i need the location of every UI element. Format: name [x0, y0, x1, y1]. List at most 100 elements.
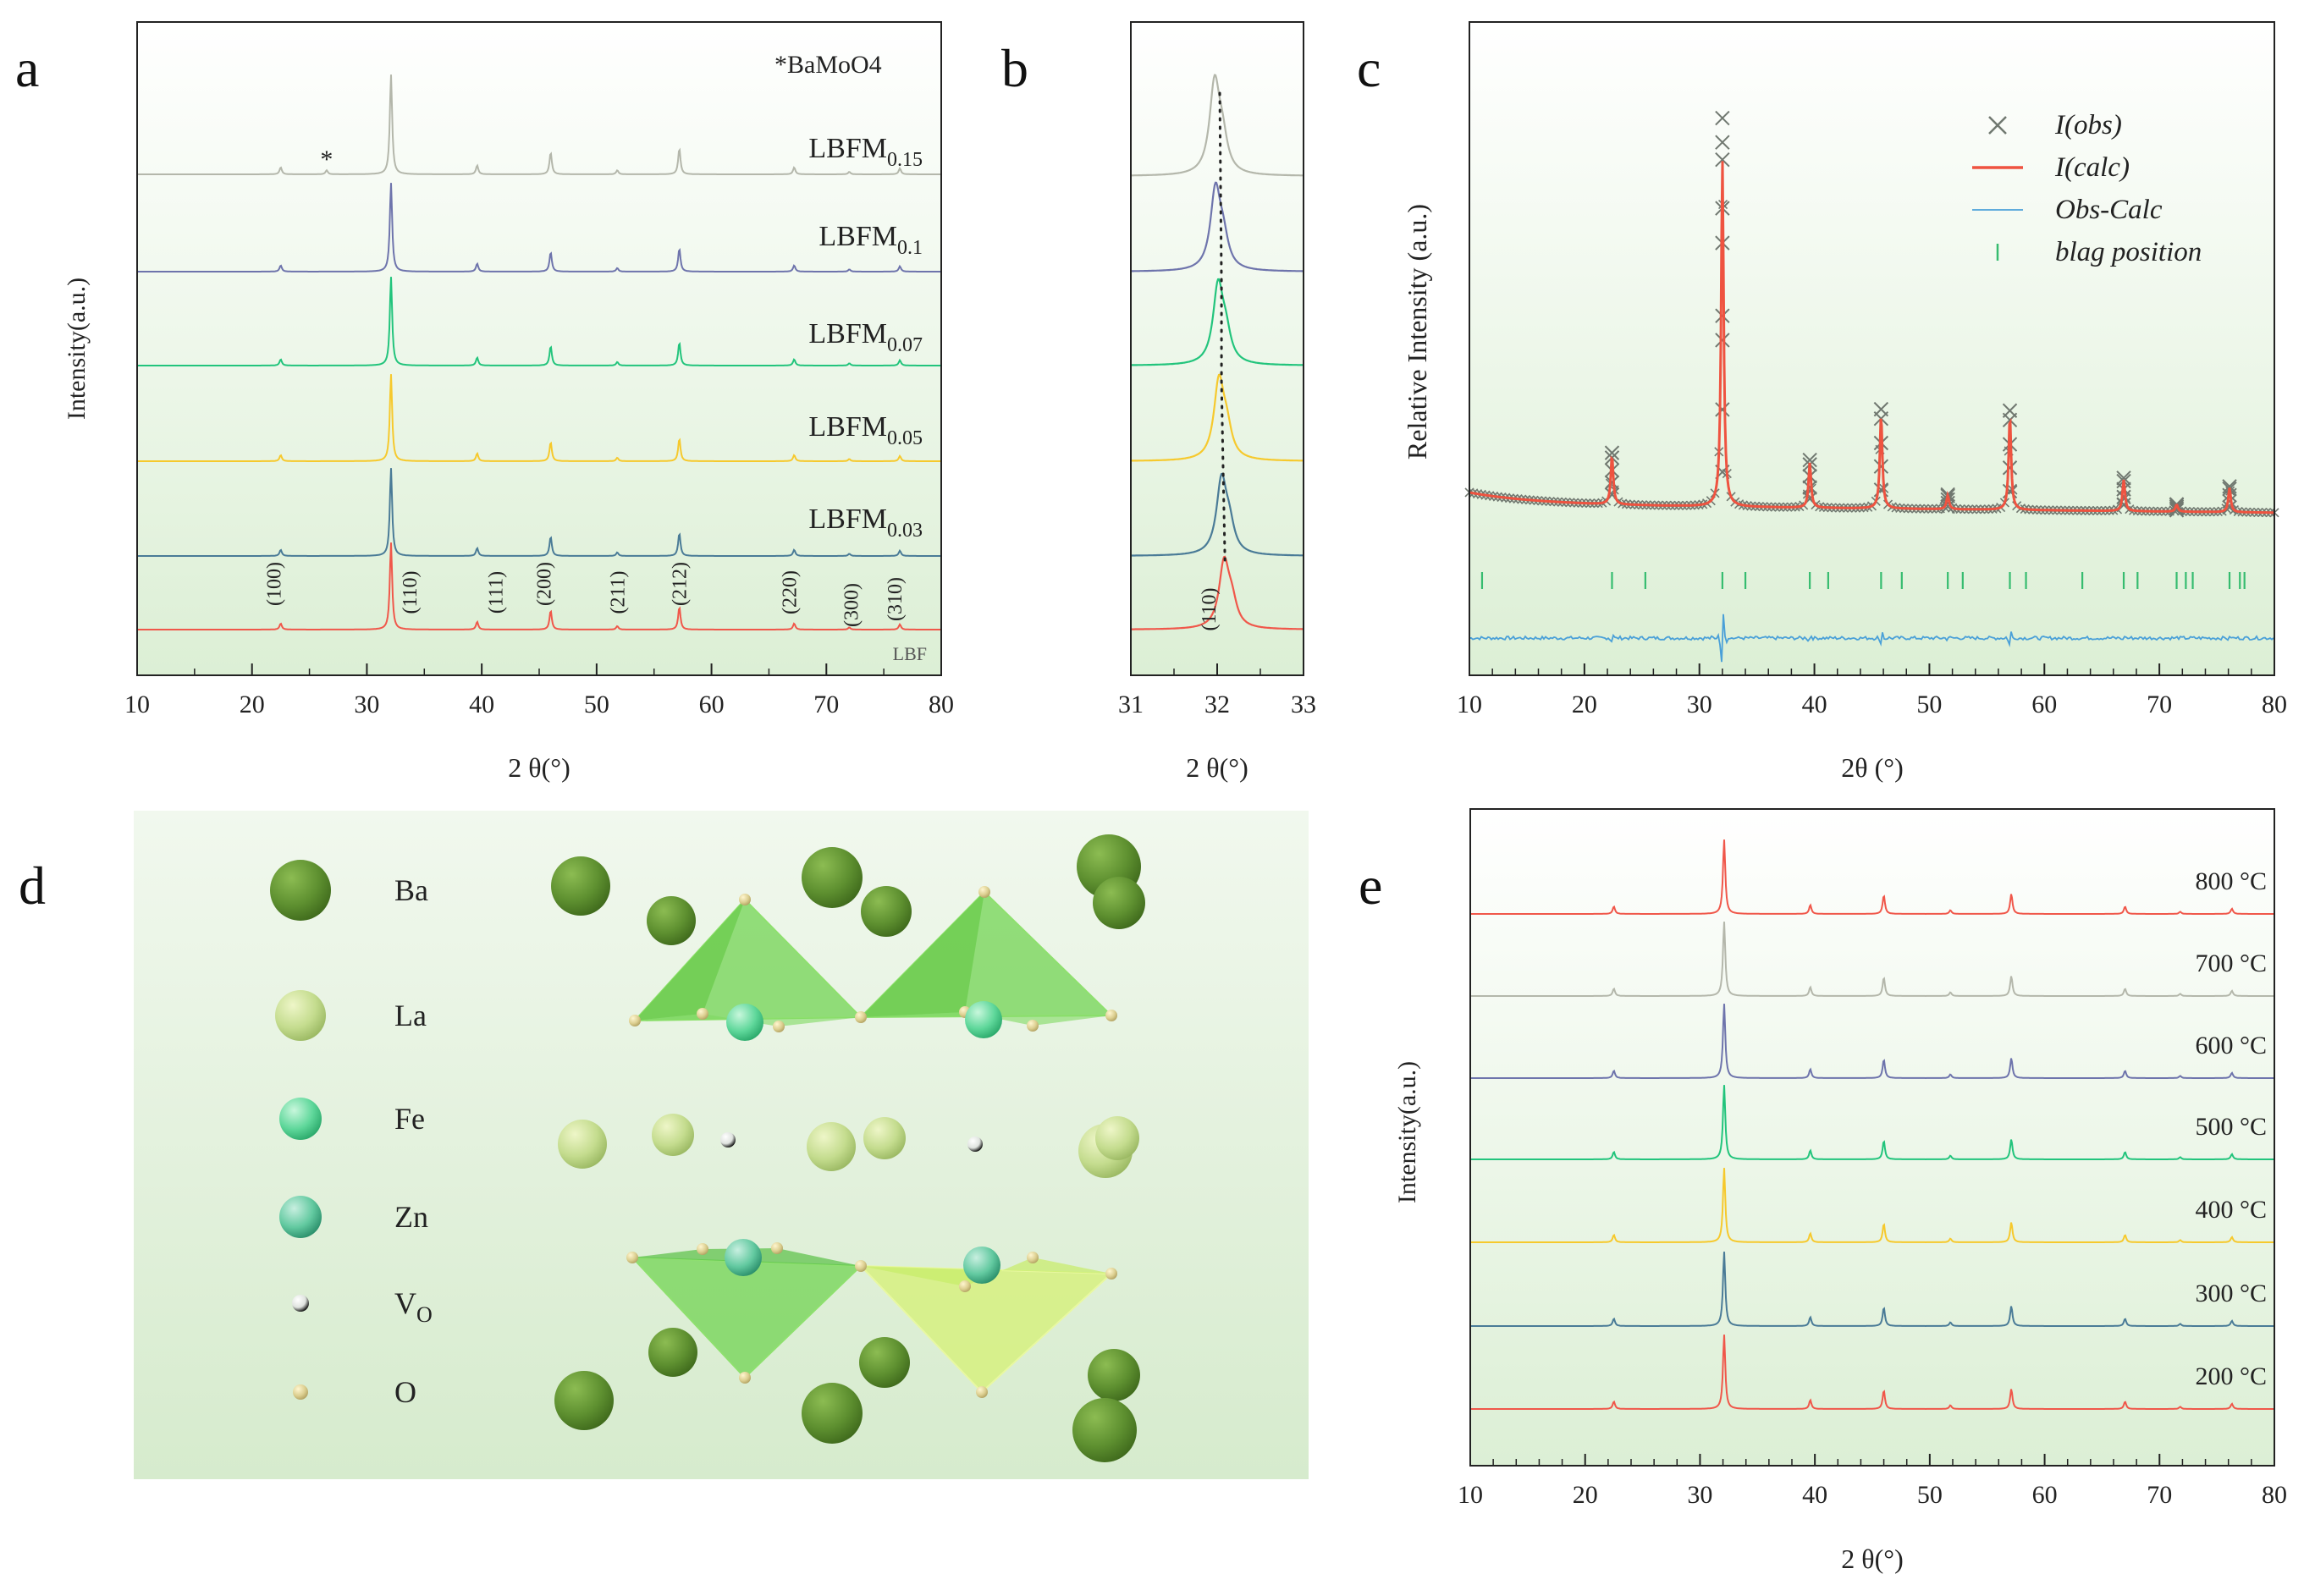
- hkl-label: (310): [885, 577, 907, 621]
- chart-c-xticks: 10 20 30 40 50 60 70 80: [1457, 663, 2287, 718]
- atom-la: [1095, 1116, 1139, 1160]
- chart-c-ylabel: Relative Intensity (a.u.): [1402, 204, 1432, 460]
- series-label-main: LBFM: [808, 318, 887, 349]
- atom-ba: [647, 896, 696, 945]
- obs-point: [1715, 110, 1730, 126]
- shift-guide-line: [1218, 91, 1226, 562]
- atom-o: [739, 894, 751, 905]
- hkl-label: (212): [670, 562, 692, 606]
- series-line: [137, 542, 941, 630]
- atom-ba: [551, 856, 610, 916]
- tick-label: 40: [1802, 1481, 1827, 1509]
- chart-a-series: [137, 74, 941, 630]
- legend-atom-vo: [292, 1295, 309, 1312]
- atom-la: [652, 1114, 694, 1156]
- legend-atom-name: V: [394, 1286, 416, 1320]
- atom-ba: [554, 1371, 614, 1430]
- tick-label: 20: [1572, 691, 1597, 718]
- legend-atom-fe: [279, 1098, 322, 1140]
- obs-point: [1604, 445, 1620, 460]
- chart-a: 10 20 30 40 50 60 70 80 2 θ(°) Intensity(a.u.) …: [63, 21, 954, 783]
- chart-e-series-labels: 200 °C 300 °C 400 °C 500 °C 600 °C 700 °C 800 …: [2195, 867, 2267, 1390]
- tick-label: 31: [1118, 691, 1144, 718]
- legend-atom-zn: [279, 1196, 322, 1238]
- series-line: [1470, 1335, 2274, 1411]
- series-line: [1470, 1168, 2274, 1244]
- obs-point: [1715, 333, 1730, 348]
- tick-label: 60: [699, 691, 725, 718]
- tick-label: 70: [813, 691, 839, 718]
- tick-label: 70: [2147, 1481, 2172, 1509]
- chart-b-xticks: 31 32 33: [1118, 663, 1316, 718]
- series-label: 700 °C: [2195, 949, 2267, 977]
- hkl-label: (300): [841, 583, 863, 627]
- series-label-sub: 0.15: [887, 149, 923, 171]
- obs-point: [2002, 412, 2018, 428]
- series-label: LBFM0.1: [819, 221, 923, 259]
- obs-point: [2002, 460, 2018, 476]
- panel-label-b: b: [1001, 38, 1028, 98]
- obs-point: [2116, 471, 2131, 486]
- atom-o: [739, 1372, 751, 1384]
- atom-la: [558, 1120, 607, 1169]
- obs-point: [1604, 475, 1620, 490]
- series-label-sub: 0.07: [887, 334, 923, 356]
- atom-o: [1105, 1010, 1117, 1021]
- series-label: LBFM0.03: [808, 504, 923, 542]
- legend-label: I(obs): [2054, 110, 2122, 140]
- chart-c-xlabel: 2θ (°): [1841, 752, 1903, 783]
- difference-line: [1469, 614, 2274, 663]
- obs-point: [2222, 493, 2237, 509]
- chart-a-xticks: 10 20 30 40 50 60 70 80: [124, 663, 954, 718]
- series-label: LBFM0.15: [808, 133, 923, 171]
- legend-atom-label: Zn: [394, 1200, 428, 1234]
- tick-label: 40: [469, 691, 494, 718]
- chart-e-ylabel: Intensity(a.u.): [1393, 1061, 1421, 1203]
- impurity-marker: *: [320, 146, 333, 173]
- calc-line: [1469, 161, 2275, 515]
- polyhedra-upper: [632, 890, 1114, 1026]
- series-line: [1131, 74, 1304, 177]
- atom-ba: [1093, 877, 1145, 929]
- legend-atom-label: Fe: [394, 1102, 425, 1136]
- legend-atom-name: Fe: [394, 1102, 425, 1136]
- series-label: 300 °C: [2195, 1280, 2267, 1307]
- tick-label: 80: [929, 691, 954, 718]
- chart-b-shift-guide: [1218, 91, 1226, 562]
- panel-label-c: c: [1357, 38, 1381, 98]
- atom-ba: [859, 1337, 910, 1388]
- tick-label: 70: [2147, 691, 2172, 718]
- chart-a-annotation: *BaMoO4: [774, 51, 882, 79]
- obs-point: [1873, 459, 1889, 474]
- series-label-sub: 0.05: [887, 427, 923, 449]
- series-label-main: LBFM: [808, 411, 887, 443]
- tick-label: 30: [354, 691, 379, 718]
- panel-label-a: a: [15, 38, 39, 98]
- series-label: 600 °C: [2195, 1032, 2267, 1059]
- series-line: [1470, 1252, 2274, 1328]
- obs-point: [1940, 498, 1955, 515]
- tick-label: 30: [1687, 1481, 1712, 1509]
- chart-b-peak-label: (110): [1199, 587, 1221, 630]
- atom-ba: [1072, 1398, 1137, 1462]
- series-line: [1470, 1085, 2274, 1161]
- legend-atom-ba: [270, 860, 331, 921]
- hkl-label: (110): [400, 570, 422, 614]
- tick-label: 50: [584, 691, 609, 718]
- tick-label: 60: [2032, 1481, 2058, 1509]
- chart-b-xlabel: 2 θ(°): [1186, 752, 1248, 783]
- legend-atom-sub: O: [416, 1302, 433, 1327]
- atom-o: [855, 1011, 867, 1023]
- atom-o: [1027, 1252, 1039, 1263]
- tick-label: 20: [1573, 1481, 1598, 1509]
- chart-a-ylabel: Intensity(a.u.): [63, 278, 91, 420]
- series-line: [137, 374, 941, 462]
- atom-o: [978, 886, 990, 898]
- series-label-main: LBFM: [819, 221, 897, 252]
- obs-point: [2116, 489, 2131, 505]
- series-line: [1470, 839, 2274, 916]
- atom-o: [855, 1260, 867, 1272]
- tick-label: 10: [1458, 1481, 1483, 1509]
